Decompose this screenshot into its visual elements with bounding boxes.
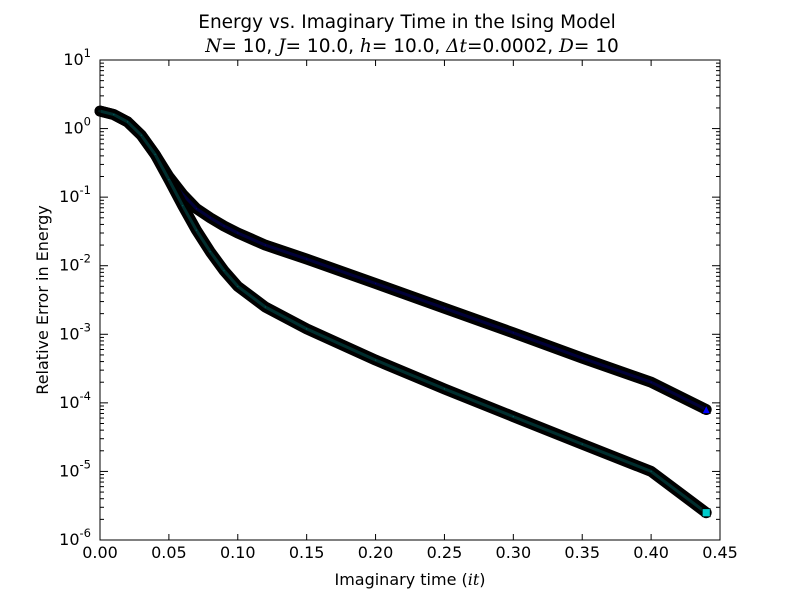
series-1-point [209, 217, 211, 219]
series-layer [94, 105, 712, 519]
series-2-point [154, 153, 156, 155]
series-2-point [113, 114, 115, 116]
series-1-point [512, 332, 514, 334]
series-2-point [223, 270, 225, 272]
y-tick-label: 10-1 [59, 183, 91, 206]
y-tick-label: 10-5 [59, 457, 91, 480]
series-1-point [306, 258, 308, 260]
series-2-point [237, 285, 239, 287]
x-axis-label: Imaginary time (it) [334, 570, 485, 589]
series-2-point [581, 443, 583, 445]
series-2-line [98, 109, 708, 515]
series-2-point [650, 470, 652, 472]
series-2-point [182, 205, 184, 207]
x-tick-label: 0.10 [220, 543, 256, 562]
y-tick-label: 10-3 [59, 320, 91, 343]
series-2-point [443, 388, 445, 390]
ticks-layer [99, 59, 721, 541]
series-2-point [306, 328, 308, 330]
series-2-point [127, 121, 129, 123]
x-tick-label: 0.05 [151, 543, 187, 562]
chart-subtitle: N= 10, J= 10.0, h= 10.0, Δt=0.0002, D= 1… [204, 36, 619, 57]
x-tick-label: 0.35 [564, 543, 600, 562]
x-tick-label: 0.15 [289, 543, 325, 562]
plot-frame [99, 59, 721, 541]
y-axis-label: Relative Error in Energy [33, 205, 52, 394]
series-2-point [140, 134, 142, 136]
series-1-point [195, 208, 197, 210]
series-2-point [209, 251, 211, 253]
y-tick-label: 10-6 [59, 526, 91, 549]
y-tick-label: 10-4 [59, 389, 91, 412]
series-2-end-marker [701, 508, 711, 518]
series-2-point [512, 416, 514, 418]
x-tick-label: 0.40 [633, 543, 669, 562]
y-tick-label: 10-2 [59, 252, 91, 275]
x-tick-labels: 0.00 0.05 0.10 0.15 0.20 0.25 0.30 0.35 0.40 0.45 [82, 543, 738, 562]
x-tick-label: 0.30 [496, 543, 532, 562]
x-tick-label: 0.00 [82, 543, 118, 562]
series-1-point [237, 232, 239, 234]
x-tick-label: 0.25 [427, 543, 463, 562]
series-1-point [223, 225, 225, 227]
series-1-end-marker [701, 404, 711, 414]
x-tick-label: 0.45 [702, 543, 738, 562]
series-1-point [650, 381, 652, 383]
y-tick-label: 100 [63, 115, 91, 138]
series-2 [94, 105, 712, 519]
series-2-point [168, 179, 170, 181]
x-tick-label: 0.20 [358, 543, 394, 562]
series-2-point [264, 306, 266, 308]
series-2-point [375, 359, 377, 361]
chart-title: Energy vs. Imaginary Time in the Ising M… [198, 12, 615, 33]
series-2-marker-band [94, 105, 712, 519]
series-1-point [443, 307, 445, 309]
y-tick-label: 101 [63, 46, 91, 69]
y-tick-labels: 10-6 10-5 10-4 10-3 10-2 10-1 100 101 [59, 46, 91, 549]
series-1-point [375, 282, 377, 285]
series-1-point [581, 357, 583, 359]
marker-layer [701, 404, 711, 518]
series-2-point [195, 229, 197, 231]
series-1-point [264, 244, 266, 246]
